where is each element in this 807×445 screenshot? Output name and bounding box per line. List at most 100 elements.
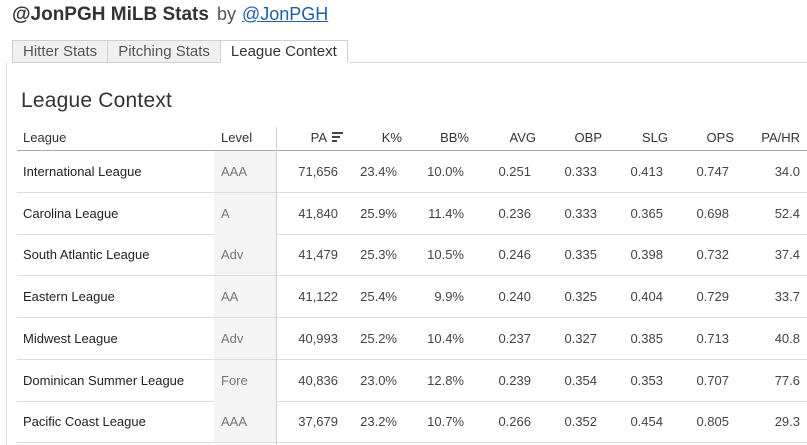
column-header-k-pct[interactable]: K% [381, 130, 402, 145]
row-divider [17, 358, 807, 360]
cell-k-pct: 25.2% [360, 330, 397, 346]
table-row[interactable]: South Atlantic League Adv 41,479 25.3% 10.5%… [17, 234, 807, 277]
cell-level: AA [221, 289, 239, 305]
table-row[interactable]: Carolina League A 41,840 25.9% 11.4% 0.236 0.3… [17, 192, 807, 235]
cell-pa-per-hr: 52.4 [774, 205, 800, 221]
cell-slg: 0.404 [630, 289, 663, 305]
cell-k-pct: 23.0% [360, 372, 397, 388]
cell-level: Adv [221, 330, 244, 346]
cell-obp: 0.333 [564, 164, 597, 179]
column-header-league[interactable]: League [23, 130, 67, 145]
cell-bb-pct: 9.9% [434, 289, 464, 305]
table-row[interactable]: Midwest League Adv 40,993 25.2% 10.4% 0.237 0.… [17, 317, 807, 360]
column-header-slg[interactable]: SLG [641, 130, 668, 145]
cell-league: Carolina League [23, 205, 119, 221]
table-row[interactable]: Pacific Coast League AAA 37,679 23.2% 10.7% 0… [17, 401, 807, 444]
level-cell-background [214, 276, 276, 318]
level-cell-background [214, 317, 276, 359]
cell-k-pct: 25.9% [360, 205, 397, 221]
cell-avg: 0.251 [498, 164, 531, 179]
panel-title: League Context [21, 89, 173, 112]
cell-pa: 71,656 [298, 164, 338, 179]
column-header-pa[interactable]: PA [311, 130, 343, 145]
tabs-divider [350, 62, 807, 63]
cell-level: AAA [221, 414, 248, 430]
column-separator [276, 127, 277, 445]
cell-k-pct: 25.4% [360, 289, 397, 305]
cell-slg: 0.454 [630, 414, 663, 430]
cell-league: Midwest League [23, 330, 118, 346]
dashboard-tabs: Hitter Stats Pitching Stats League Conte… [12, 40, 348, 63]
column-header-bb-pct[interactable]: BB% [440, 130, 469, 145]
cell-ops: 0.732 [696, 247, 729, 263]
cell-slg: 0.385 [630, 330, 663, 346]
column-header-pa-per-hr[interactable]: PA/HR [761, 130, 800, 145]
cell-slg: 0.353 [630, 372, 663, 388]
cell-obp: 0.325 [564, 289, 597, 305]
tab-hitter-stats[interactable]: Hitter Stats [12, 40, 108, 63]
cell-obp: 0.335 [564, 247, 597, 263]
row-divider [17, 233, 807, 235]
row-divider [17, 442, 807, 444]
cell-pa-per-hr: 33.7 [774, 289, 800, 305]
cell-ops: 0.713 [696, 330, 729, 346]
row-divider [17, 192, 807, 193]
tab-league-context[interactable]: League Context [219, 40, 348, 63]
level-cell-background [214, 192, 276, 234]
cell-avg: 0.246 [498, 247, 531, 263]
cell-avg: 0.237 [498, 330, 531, 346]
cell-slg: 0.365 [630, 205, 663, 221]
level-cell-background [214, 359, 276, 401]
league-context-table: League Level PA K% BB% AVG OBP SLG OPS P… [17, 124, 807, 445]
table-row[interactable]: Eastern League AA 41,122 25.4% 9.9% 0.240 0.32… [17, 276, 807, 319]
cell-k-pct: 23.4% [360, 164, 397, 179]
cell-bb-pct: 12.8% [427, 372, 464, 388]
cell-pa: 40,836 [298, 372, 338, 388]
column-header-level[interactable]: Level [221, 130, 253, 145]
cell-pa: 40,993 [298, 330, 338, 346]
dashboard-header: @JonPGH MiLB Stats by @JonPGH [12, 4, 328, 32]
tab-pitching-stats[interactable]: Pitching Stats [107, 40, 220, 63]
cell-league: Eastern League [23, 289, 115, 305]
cell-slg: 0.398 [630, 247, 663, 263]
cell-bb-pct: 10.5% [427, 247, 464, 263]
cell-obp: 0.333 [564, 205, 597, 221]
level-cell-background [214, 151, 276, 192]
column-header-obp[interactable]: OBP [574, 130, 602, 145]
cell-league: International League [23, 164, 142, 179]
cell-bb-pct: 10.0% [427, 164, 464, 179]
dashboard-title: @JonPGH MiLB Stats [12, 4, 209, 25]
cell-obp: 0.354 [564, 372, 597, 388]
panel-left-edge [0, 62, 7, 445]
sort-descending-icon[interactable] [332, 131, 343, 142]
cell-bb-pct: 10.7% [427, 414, 464, 430]
cell-obp: 0.327 [564, 330, 597, 346]
cell-avg: 0.240 [498, 289, 531, 305]
cell-pa: 41,122 [298, 289, 338, 305]
author-link[interactable]: @JonPGH [241, 4, 329, 24]
cell-avg: 0.239 [498, 372, 531, 388]
cell-pa-per-hr: 37.4 [774, 247, 800, 263]
cell-slg: 0.413 [630, 164, 663, 179]
column-header-ops[interactable]: OPS [706, 130, 734, 145]
cell-ops: 0.805 [696, 414, 729, 430]
byline-prefix: by [216, 4, 236, 24]
cell-pa: 41,840 [298, 205, 338, 221]
cell-pa-per-hr: 34.0 [774, 164, 800, 179]
table-row[interactable]: Dominican Summer League Fore 40,836 23.0% 12… [17, 359, 807, 402]
cell-bb-pct: 10.4% [427, 330, 464, 346]
cell-ops: 0.747 [696, 164, 729, 179]
cell-avg: 0.266 [498, 414, 531, 430]
cell-obp: 0.352 [564, 414, 597, 430]
cell-k-pct: 25.3% [360, 247, 397, 263]
cell-league: Dominican Summer League [23, 372, 185, 388]
cell-bb-pct: 11.4% [428, 205, 464, 221]
cell-league: Pacific Coast League [23, 414, 146, 430]
table-row[interactable]: International League AAA 71,656 23.4% 10.0% 0… [17, 151, 807, 193]
cell-level: Adv [221, 247, 244, 263]
column-header-avg[interactable]: AVG [509, 130, 537, 145]
cell-pa-per-hr: 40.8 [774, 330, 800, 346]
cell-k-pct: 23.2% [360, 414, 397, 430]
cell-ops: 0.707 [696, 372, 729, 388]
cell-league: South Atlantic League [23, 247, 150, 263]
